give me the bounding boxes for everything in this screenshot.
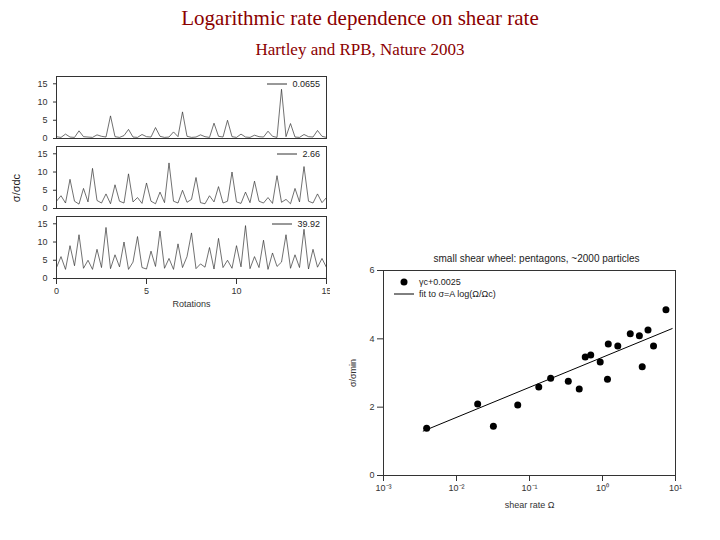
svg-text:10⁻³: 10⁻³	[375, 483, 391, 493]
svg-text:10: 10	[231, 286, 241, 296]
svg-text:0: 0	[54, 286, 59, 296]
svg-text:0: 0	[42, 203, 47, 212]
svg-text:Rotations: Rotations	[172, 299, 211, 309]
svg-text:15: 15	[37, 79, 47, 89]
svg-text:6: 6	[369, 266, 374, 275]
html-text:39.92: 39.92	[297, 219, 320, 229]
svg-text:10¹: 10¹	[669, 483, 682, 493]
html-text:γc+0.0025: γc+0.0025	[419, 277, 461, 287]
svg-text:shear rate Ω: shear rate Ω	[505, 500, 555, 510]
svg-text:4: 4	[369, 334, 374, 344]
html-text:σ/σdc: σ/σdc	[10, 173, 22, 203]
svg-text:0: 0	[369, 470, 374, 480]
svg-text:15: 15	[321, 286, 330, 296]
svg-text:σ/σmin: σ/σmin	[348, 359, 358, 387]
svg-text:5: 5	[42, 115, 47, 125]
svg-text:0: 0	[42, 133, 47, 142]
svg-text:10⁻¹: 10⁻¹	[521, 483, 537, 493]
svg-text:10⁰: 10⁰	[596, 483, 609, 493]
svg-text:10: 10	[37, 237, 47, 247]
svg-text:10: 10	[37, 167, 47, 177]
svg-text:10: 10	[37, 97, 47, 107]
svg-text:5: 5	[144, 286, 149, 296]
svg-text:2: 2	[369, 402, 374, 412]
svg-text:15: 15	[37, 219, 47, 229]
html-text:Hartley and RPB, Nature 2003: Hartley and RPB, Nature 2003	[255, 40, 465, 59]
svg-text:15: 15	[37, 149, 47, 159]
svg-text:10⁻²: 10⁻²	[448, 483, 464, 493]
html-text:0.0655: 0.0655	[292, 79, 320, 89]
html-text:2.66: 2.66	[302, 149, 320, 159]
html-text:Logarithmic rate dependence on: Logarithmic rate dependence on shear rat…	[181, 6, 539, 30]
svg-text:5: 5	[42, 255, 47, 265]
svg-text:5: 5	[42, 185, 47, 195]
html-text:small shear wheel: pentagons,: small shear wheel: pentagons, ~2000 part…	[433, 253, 640, 264]
html-text:fit to σ=A log(Ω/Ωc): fit to σ=A log(Ω/Ωc)	[419, 289, 496, 299]
svg-text:0: 0	[42, 273, 47, 283]
